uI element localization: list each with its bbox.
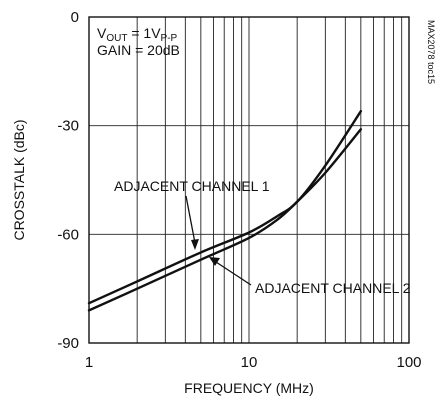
arrow-channel-2 (215, 261, 252, 286)
y-tick-labels: 0 -30 -60 -90 (57, 9, 79, 352)
arrowhead-channel-1 (191, 239, 199, 250)
vout-subscript: OUT (106, 33, 127, 44)
label-adjacent-channel-2: ADJACENT CHANNEL 2 (255, 280, 411, 296)
series-curves (87, 109, 363, 312)
series-line-adjacent-channel-1 (87, 109, 363, 305)
condition-vout: VOUT = 1VP-P (97, 25, 178, 44)
y-tick-label: -60 (57, 226, 79, 243)
x-tick-label: 10 (241, 354, 258, 371)
arrow-channel-1 (185, 195, 196, 244)
y-tick-label: 0 (71, 9, 79, 26)
figure-id: MAX2078 toc15 (426, 20, 436, 84)
y-axis-label: CROSSTALK (dBc) (11, 119, 27, 240)
condition-gain: GAIN = 20dB (97, 42, 180, 58)
x-tick-label: 100 (396, 354, 421, 371)
label-adjacent-channel-1: ADJACENT CHANNEL 1 (114, 178, 270, 194)
grid (89, 17, 409, 343)
series-line-adjacent-channel-2 (87, 128, 363, 312)
vout-mid: = 1V (127, 25, 161, 41)
x-tick-label: 1 (85, 354, 93, 371)
x-axis-label: FREQUENCY (MHz) (184, 380, 314, 396)
x-tick-labels: 1 10 100 (85, 354, 422, 371)
y-tick-label: -90 (57, 335, 79, 352)
y-tick-label: -30 (57, 118, 79, 135)
vout-unit-subscript: P-P (161, 33, 178, 44)
vout-prefix: V (97, 25, 107, 41)
plot-frame (88, 16, 410, 344)
arrowhead-channel-2 (209, 257, 220, 266)
